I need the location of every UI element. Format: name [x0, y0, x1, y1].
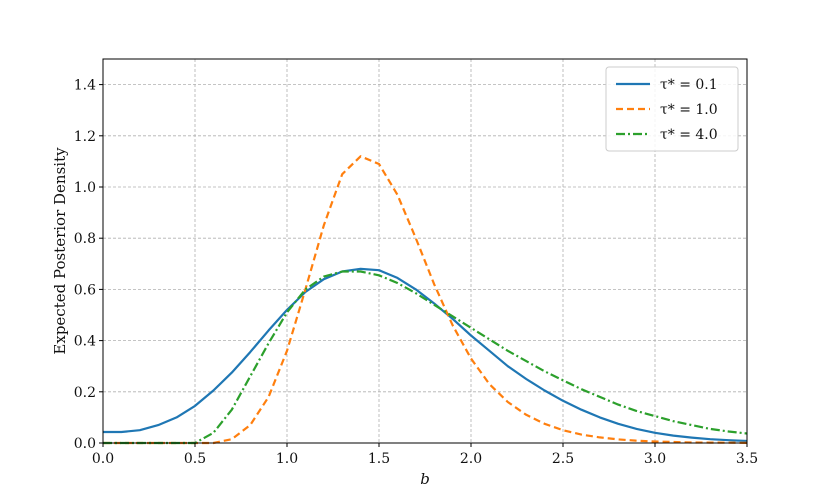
x-tick-label: 3.0: [644, 451, 666, 467]
legend-label-2: τ* = 1.0: [660, 102, 718, 118]
y-tick-label: 0.2: [74, 385, 96, 401]
x-tick-label: 1.0: [276, 451, 298, 467]
series-line-1: [103, 267, 748, 443]
y-tick-label: 0.4: [74, 334, 96, 350]
series-line-2: [103, 155, 748, 445]
legend-label-1: τ* = 0.1: [660, 77, 718, 93]
y-tick-label: 1.0: [74, 180, 96, 196]
x-axis-title: b: [420, 470, 430, 488]
legend: τ* = 0.1 τ* = 1.0 τ* = 4.0: [605, 66, 739, 152]
x-tick-label: 0.5: [184, 451, 206, 467]
x-tick-label: 1.5: [368, 451, 390, 467]
ticks: 0.0 0.5 1.0 1.5 2.0 2.5 3.0 3.5 0.0 0.2 0.4 0.6 0.8 1…: [74, 78, 758, 467]
x-tick-label: 3.5: [736, 451, 758, 467]
x-tick-label: 2.5: [552, 451, 574, 467]
legend-box: [605, 66, 739, 152]
legend-label-3: τ* = 4.0: [660, 127, 718, 143]
y-tick-label: 0.6: [74, 282, 96, 298]
series-layer: [103, 155, 748, 445]
y-tick-label: 1.4: [74, 78, 96, 94]
y-tick-label: 0.0: [74, 436, 96, 452]
x-tick-label: 0.0: [92, 451, 114, 467]
y-axis-title: Expected Posterior Density: [51, 147, 69, 355]
series-line-3: [103, 270, 748, 445]
y-tick-label: 1.2: [74, 129, 96, 145]
y-tick-label: 0.8: [74, 231, 96, 247]
x-tick-label: 2.0: [460, 451, 482, 467]
plot-frame: [102, 58, 748, 444]
